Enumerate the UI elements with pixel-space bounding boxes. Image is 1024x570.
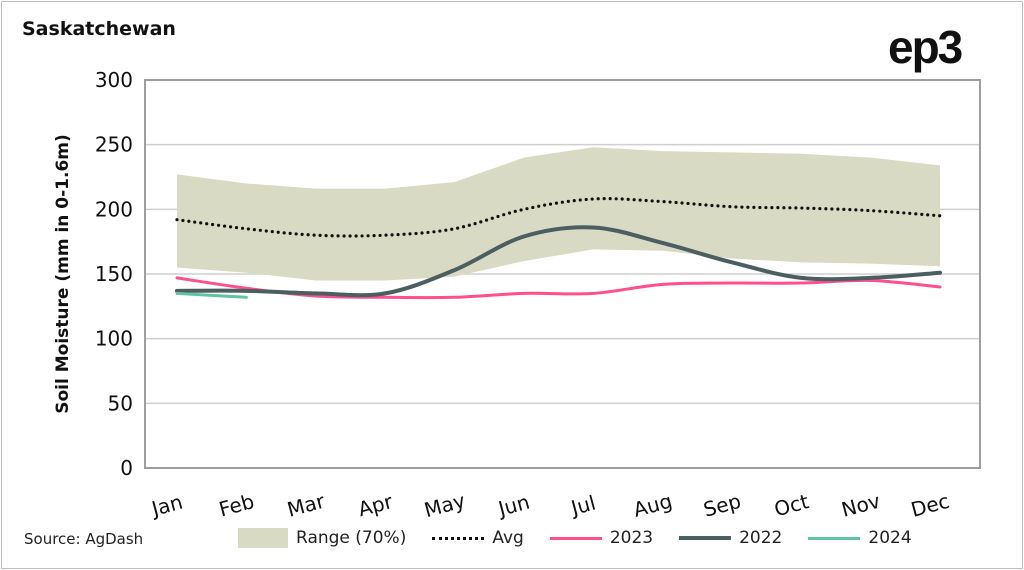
y-tick-label: 150	[95, 262, 133, 286]
legend-avg: Avg	[432, 528, 524, 548]
y-tick-label: 0	[120, 456, 133, 480]
y-tick-label: 100	[95, 327, 133, 351]
legend-swatch	[432, 536, 485, 540]
legend-label: Avg	[492, 528, 524, 548]
legend-label: 2024	[868, 528, 912, 548]
y-axis-label: Soil Moisture (mm in 0-1.6m)	[53, 134, 73, 414]
chart-title: Saskatchewan	[22, 18, 176, 40]
y-tick-label: 300	[95, 68, 133, 92]
series-line-2024	[175, 291, 248, 299]
legend-2023: 2023	[549, 528, 654, 548]
x-tick-label: May	[422, 488, 468, 522]
x-tick-label: Jul	[567, 491, 598, 521]
series-line-2022	[175, 225, 942, 298]
plot-border	[144, 79, 981, 469]
y-tick-label: 250	[95, 133, 133, 157]
legend-swatch	[679, 536, 732, 540]
series-line-2023	[175, 276, 942, 300]
x-tick-label: Dec	[908, 489, 952, 522]
legend-label: 2023	[609, 528, 654, 548]
source-note: Source: AgDash	[24, 530, 144, 548]
x-tick-label: Feb	[216, 489, 256, 521]
x-tick-label: Jun	[494, 490, 532, 522]
x-tick-label: Apr	[355, 489, 395, 521]
x-tick-label: Oct	[772, 489, 812, 521]
y-tick-label: 50	[108, 391, 133, 415]
legend-label: 2022	[739, 528, 783, 548]
legend-swatch	[549, 536, 602, 540]
legend-2024: 2024	[808, 528, 912, 548]
x-tick-label: Aug	[631, 489, 675, 522]
legend-label: Range (70%)	[296, 528, 407, 548]
legend-swatch	[808, 536, 861, 540]
ep3-logo: ep3	[888, 21, 963, 73]
x-tick-label: Sep	[701, 489, 744, 522]
legend-2022: 2022	[679, 528, 782, 548]
legend: Range (70%) Avg 2023 2022 2024	[238, 528, 938, 548]
y-tick-label: 200	[95, 197, 133, 221]
x-tick-label: Nov	[839, 489, 883, 522]
series-line-avg	[175, 197, 942, 238]
legend-range: Range (70%)	[238, 528, 406, 548]
legend-swatch	[238, 528, 288, 548]
x-tick-label: Mar	[285, 489, 328, 522]
x-tick-label: Jan	[147, 490, 185, 522]
range-band	[177, 147, 940, 281]
